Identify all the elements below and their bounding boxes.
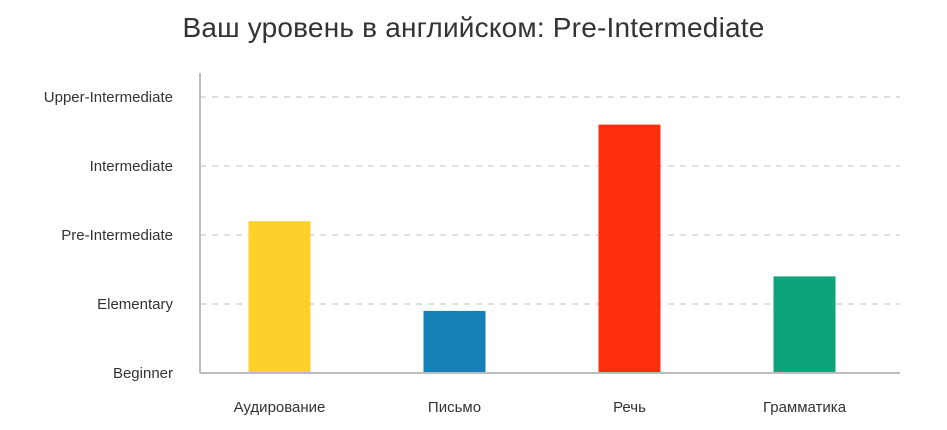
- y-tick-label: Intermediate: [90, 158, 173, 175]
- y-tick-label: Beginner: [113, 365, 173, 382]
- x-tick-label: Грамматика: [763, 399, 847, 416]
- bar: [423, 310, 486, 373]
- bars: [248, 124, 836, 373]
- y-tick-label: Elementary: [97, 296, 173, 313]
- x-tick-label: Письмо: [428, 399, 481, 416]
- bar: [598, 124, 661, 373]
- x-tick-label: Речь: [613, 399, 646, 416]
- x-axis-ticks: Аудирование Письмо Речь Грамматика: [234, 399, 847, 416]
- y-axis-ticks: Beginner Elementary Pre-Intermediate Interm…: [44, 89, 174, 382]
- grid-lines: [200, 96, 900, 305]
- x-tick-label: Аудирование: [234, 399, 326, 416]
- y-tick-label: Pre-Intermediate: [61, 227, 173, 244]
- bar: [248, 221, 311, 373]
- y-tick-label: Upper-Intermediate: [44, 89, 173, 106]
- chart-title: Ваш уровень в английском: Pre-Intermedia…: [182, 12, 765, 43]
- bar: [773, 276, 836, 373]
